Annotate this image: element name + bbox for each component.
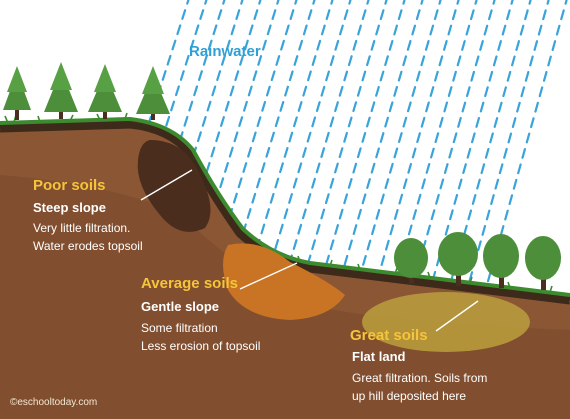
pine-tree (44, 62, 78, 119)
pine-tree (3, 66, 31, 120)
rainwater-label: Rainwater (189, 43, 261, 60)
pine-tree (88, 64, 122, 119)
great-soils-line-2: up hill deposited here (352, 389, 467, 403)
rain-streaks (98, 0, 568, 319)
great-soils-line-1: Great filtration. Soils from (352, 371, 488, 385)
round-tree (394, 238, 428, 284)
poor-soils-line-1: Very little filtration. (33, 221, 131, 235)
great-soils-heading: Great soils (350, 327, 428, 344)
hill-trees (3, 62, 170, 120)
pointer-lines (140, 169, 479, 332)
average-soil-pocket (223, 243, 345, 320)
steep-slope-label: Steep slope (33, 200, 106, 215)
rain-streak (278, 0, 370, 297)
poor-soils-line-2: Water erodes topsoil (33, 239, 143, 253)
great-soil-pocket (362, 292, 530, 352)
poor-soil-pocket (137, 140, 211, 232)
round-tree (483, 234, 519, 288)
rain-streak (386, 0, 478, 309)
round-tree (438, 232, 478, 286)
gentle-slope-label: Gentle slope (141, 299, 220, 314)
deep-soil-band (0, 175, 570, 419)
grass-line (0, 116, 570, 297)
rain-streak (260, 0, 352, 295)
rain-streak (368, 0, 460, 307)
average-soils-heading: Average soils (141, 275, 238, 292)
rain-streak (188, 0, 280, 287)
poor-soils-heading: Poor soils (33, 177, 106, 194)
rain-streak (332, 0, 424, 303)
rain-streak (350, 0, 442, 305)
rain-streak (206, 0, 298, 289)
round-tree (525, 236, 561, 290)
grass-tufts (4, 112, 553, 293)
rain-streak (314, 0, 406, 301)
flat-land-trees (394, 232, 561, 290)
pine-tree (136, 66, 170, 120)
average-soils-line-2: Less erosion of topsoil (141, 339, 261, 353)
credit-text: ©eschooltoday.com (10, 397, 98, 408)
rain-streak (170, 0, 262, 285)
flat-land-label: Flat land (352, 349, 406, 364)
average-soils-line-1: Some filtration (141, 321, 218, 335)
rain-streak (296, 0, 388, 299)
